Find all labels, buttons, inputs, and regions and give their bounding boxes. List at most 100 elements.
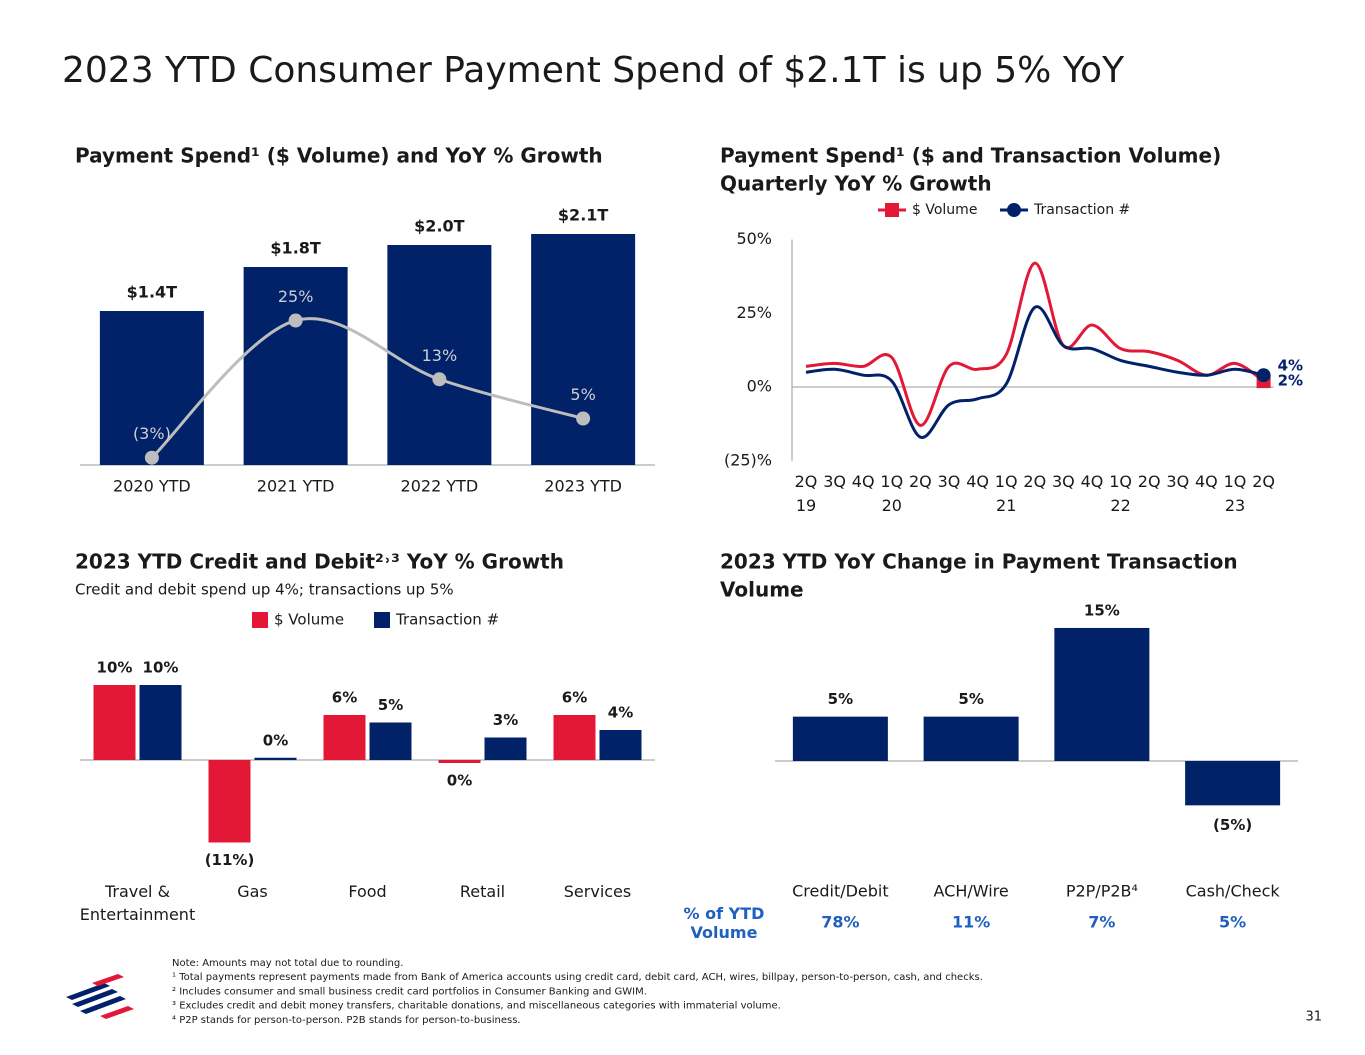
- chart-title: 2023 YTD Credit and Debit²˒³ YoY % Growt…: [75, 550, 564, 574]
- footnote: ³ Excludes credit and debit money transf…: [172, 1001, 781, 1012]
- bar: [438, 760, 481, 763]
- bar-value-label: 6%: [562, 689, 587, 707]
- share-label: 5%: [1219, 913, 1246, 932]
- end-label: 2%: [1278, 372, 1303, 390]
- bar: [1054, 627, 1150, 761]
- bar: [599, 730, 642, 760]
- bar-value-label: 3%: [493, 711, 518, 729]
- bar-value-label: 5%: [958, 690, 983, 708]
- x-tick-label: 2020 YTD: [113, 477, 191, 496]
- x-tick-label: 4Q: [966, 472, 989, 491]
- share-label: 78%: [821, 913, 859, 932]
- bar: [1185, 761, 1281, 806]
- x-tick-label: 2022 YTD: [401, 477, 479, 496]
- end-marker: [1256, 368, 1271, 383]
- end-label: 4%: [1278, 357, 1303, 375]
- x-tick-label: 4Q: [852, 472, 875, 491]
- series-line: [805, 261, 1265, 427]
- y-tick-label: 50%: [736, 229, 772, 248]
- bar: [93, 685, 136, 760]
- x-tick-label: 2Q: [1023, 472, 1046, 491]
- x-tick-label: 4Q: [1195, 472, 1218, 491]
- legend-swatch: [374, 612, 390, 628]
- bar-value-label: 0%: [447, 772, 472, 790]
- x-tick-label: 2021 YTD: [257, 477, 335, 496]
- bar-value-label: $2.1T: [558, 206, 608, 225]
- footnote: ² Includes consumer and small business c…: [172, 986, 647, 997]
- bar: [531, 234, 636, 465]
- bar: [484, 737, 527, 760]
- x-tick-label: 1Q 23: [1224, 472, 1247, 515]
- y-tick-label: 25%: [736, 303, 772, 322]
- growth-label: (3%): [133, 424, 171, 443]
- legend-label: Transaction #: [395, 611, 499, 629]
- bar-value-label: $1.4T: [127, 283, 177, 302]
- chart-title: Volume: [720, 578, 804, 602]
- growth-marker: [432, 372, 447, 387]
- growth-label: 25%: [278, 287, 314, 306]
- logo: [66, 974, 134, 1019]
- bar: [254, 757, 297, 760]
- x-tick-label: Credit/Debit: [792, 882, 889, 901]
- chart-title: Payment Spend¹ ($ and Transaction Volume…: [720, 144, 1221, 168]
- y-tick-label: 0%: [747, 377, 772, 396]
- bar: [139, 685, 182, 760]
- bar-value-label: 5%: [828, 690, 853, 708]
- growth-marker: [288, 313, 303, 328]
- x-tick-label: Travel & Entertainment: [80, 882, 195, 924]
- x-tick-label: 2Q: [909, 472, 932, 491]
- legend-marker: [1007, 203, 1021, 217]
- bar: [243, 267, 348, 465]
- bar-value-label: 0%: [263, 731, 288, 749]
- x-tick-label: 3Q: [938, 472, 961, 491]
- slide-title: 2023 YTD Consumer Payment Spend of $2.1T…: [62, 50, 1125, 91]
- x-tick-label: 2023 YTD: [544, 477, 622, 496]
- bar-value-label: 5%: [378, 696, 403, 714]
- x-tick-label: Gas: [237, 882, 268, 901]
- series-line: [805, 305, 1264, 439]
- growth-marker: [144, 450, 159, 465]
- footnote: ⁴ P2P stands for person-to-person. P2B s…: [172, 1015, 521, 1026]
- x-tick-label: 2Q 19: [795, 472, 818, 515]
- x-tick-label: Cash/Check: [1186, 882, 1281, 901]
- bar-value-label: 15%: [1084, 601, 1120, 619]
- bar-value-label: $1.8T: [270, 239, 320, 258]
- bar: [553, 715, 596, 760]
- growth-line: [150, 317, 584, 459]
- bar-value-label: 6%: [332, 689, 357, 707]
- chart-subtitle: Credit and debit spend up 4%; transactio…: [75, 581, 454, 599]
- x-tick-label: Services: [564, 882, 631, 901]
- bar: [923, 716, 1019, 761]
- x-tick-label: 3Q: [1052, 472, 1075, 491]
- x-tick-label: 1Q 20: [880, 472, 903, 515]
- bar: [792, 716, 888, 761]
- share-title: % of YTD Volume: [684, 904, 765, 942]
- legend-swatch: [252, 612, 268, 628]
- bar: [323, 715, 366, 760]
- x-tick-label: ACH/Wire: [934, 882, 1009, 901]
- bar-value-label: 4%: [608, 704, 633, 722]
- bar-value-label: 10%: [97, 659, 133, 677]
- y-tick-label: (25)%: [724, 450, 772, 469]
- bar-value-label: $2.0T: [414, 217, 464, 236]
- legend-label: $ Volume: [912, 202, 977, 218]
- share-label: 7%: [1088, 913, 1115, 932]
- x-tick-label: 2Q: [1138, 472, 1161, 491]
- bar: [387, 245, 492, 465]
- growth-label: 13%: [422, 346, 458, 365]
- growth-marker: [576, 411, 591, 426]
- x-tick-label: 4Q: [1081, 472, 1104, 491]
- bar-value-label: (5%): [1213, 816, 1252, 834]
- chart-title: Payment Spend¹ ($ Volume) and YoY % Grow…: [75, 144, 603, 168]
- x-tick-label: P2P/P2B⁴: [1066, 882, 1138, 901]
- legend-marker: [885, 203, 899, 217]
- footnote: ¹ Total payments represent payments made…: [172, 972, 983, 983]
- chart-title: 2023 YTD YoY Change in Payment Transacti…: [720, 550, 1238, 574]
- bar: [99, 311, 204, 465]
- x-tick-label: Food: [348, 882, 386, 901]
- page-number: 31: [1305, 1010, 1322, 1025]
- x-tick-label: Retail: [460, 882, 505, 901]
- bar-value-label: (11%): [205, 851, 255, 869]
- legend-label: $ Volume: [274, 611, 344, 629]
